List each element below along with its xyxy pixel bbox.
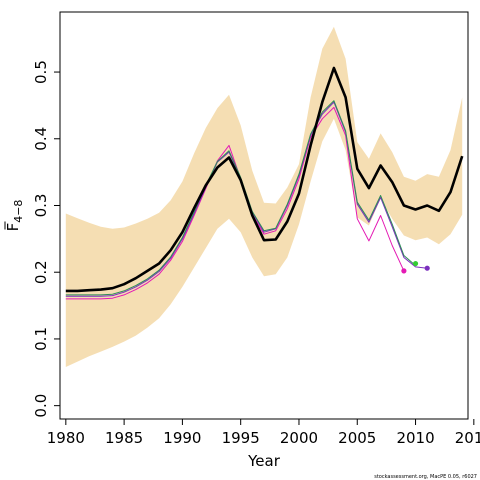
series-endpoint-1 bbox=[424, 265, 430, 271]
x-tick-label-2000: 2000 bbox=[280, 429, 318, 447]
plot-frame bbox=[59, 11, 469, 420]
x-axis: 1980 1985 1990 1995 2000 2005 2010 2015 bbox=[47, 419, 480, 447]
x-tick-label-1980: 1980 bbox=[47, 429, 85, 447]
y-axis-title: F4−8 bbox=[4, 200, 25, 232]
x-tick-label-2010: 2010 bbox=[396, 429, 434, 447]
y-axis-title-main: F bbox=[4, 223, 22, 232]
y-tick-label-1: 0.1 bbox=[32, 327, 50, 351]
series-line-0 bbox=[65, 106, 405, 300]
y-tick-label-4: 0.4 bbox=[32, 127, 50, 151]
confidence-band bbox=[65, 26, 463, 367]
footnote: stockassessment.org, MacPE 0.05, r6027 bbox=[374, 474, 477, 480]
series-line-4 bbox=[65, 66, 464, 293]
y-tick-label-0: 0.0 bbox=[32, 394, 50, 418]
y-tick-label-5: 0.5 bbox=[32, 60, 50, 84]
confidence-band-layer bbox=[65, 26, 463, 367]
y-tick-label-3: 0.3 bbox=[32, 194, 50, 218]
svg-text:F4−8: F4−8 bbox=[4, 200, 25, 232]
x-tick-label-1985: 1985 bbox=[105, 429, 143, 447]
y-axis: 0.0 0.1 0.2 0.3 0.4 0.5 bbox=[32, 60, 60, 418]
x-tick-label-2015: 2015 bbox=[455, 429, 480, 447]
series-endpoint-0 bbox=[401, 268, 407, 274]
series-layer bbox=[65, 66, 464, 300]
x-tick-label-2005: 2005 bbox=[338, 429, 376, 447]
y-tick-label-2: 0.2 bbox=[32, 260, 50, 284]
x-axis-title: Year bbox=[247, 452, 281, 470]
x-tick-label-1995: 1995 bbox=[222, 429, 260, 447]
series-endpoint-3 bbox=[412, 260, 419, 267]
x-tick-label-1990: 1990 bbox=[163, 429, 201, 447]
y-axis-title-sub: 4−8 bbox=[12, 200, 25, 223]
